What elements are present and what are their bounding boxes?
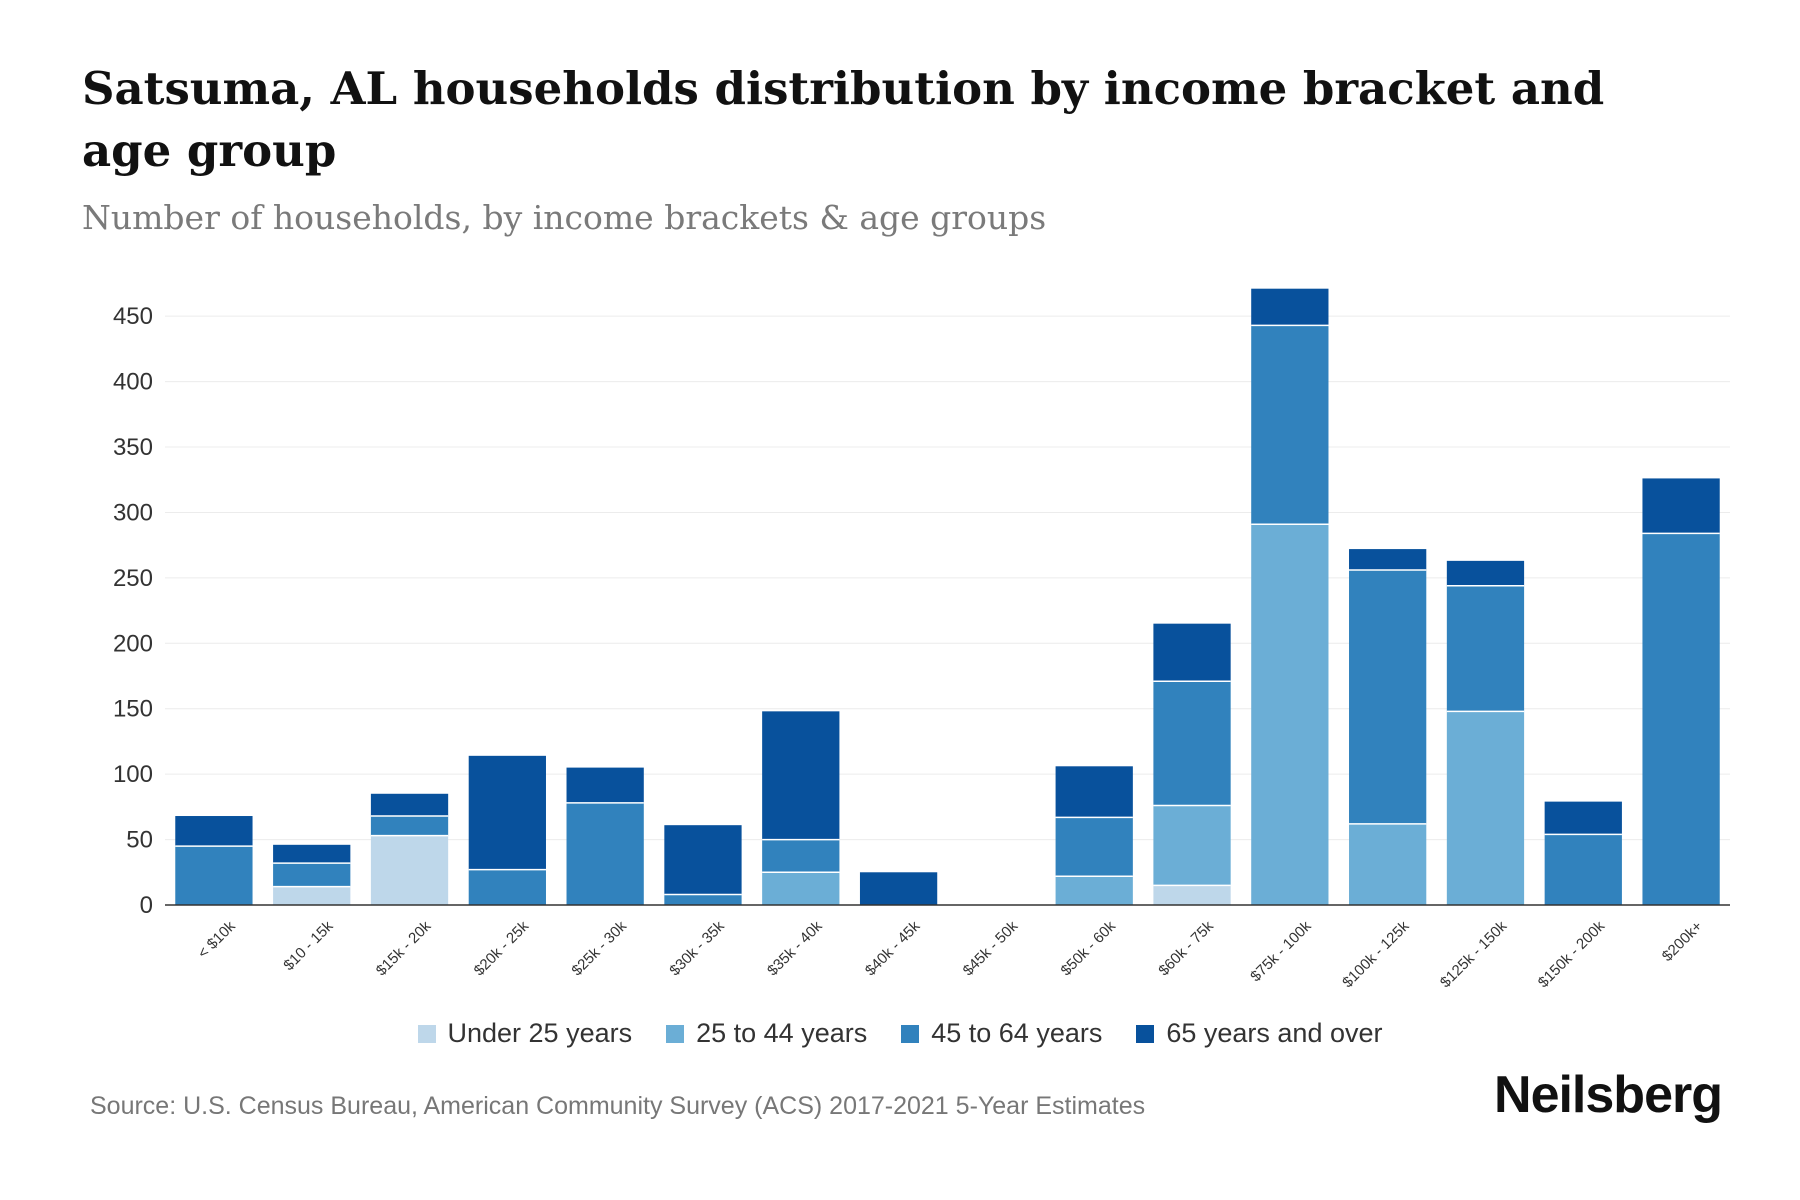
bar-segment [1544, 801, 1622, 835]
chart-title: Satsuma, AL households distribution by i… [82, 62, 1605, 177]
x-tick-label: $125k - 150k [1437, 917, 1511, 991]
legend-swatch [417, 1024, 436, 1043]
bar-segment [1153, 623, 1231, 682]
bar-segment [1446, 560, 1525, 586]
bar-segment [175, 846, 253, 905]
bar-segment [566, 767, 644, 803]
legend-item: Under 25 years [417, 1018, 633, 1049]
brand-logo: Neilsberg [1494, 1066, 1723, 1124]
chart-subtitle: Number of households, by income brackets… [82, 198, 1047, 237]
x-tick-label: $40k - 45k [862, 917, 924, 979]
bar-segment [370, 816, 449, 836]
x-tick-label: $200k+ [1659, 918, 1706, 965]
bar-segment [566, 802, 644, 905]
y-tick-label: 350 [113, 434, 153, 461]
bar-segment [370, 835, 449, 905]
bar-segment [664, 894, 742, 905]
bar-segment [1446, 585, 1525, 712]
legend-swatch [666, 1024, 685, 1043]
x-tick-label: $30k - 35k [666, 917, 728, 979]
bar-segment [273, 863, 351, 887]
legend-label: 25 to 44 years [696, 1018, 868, 1048]
bar-segment [762, 711, 840, 840]
y-tick-label: 100 [113, 761, 153, 788]
bar-segment [1153, 885, 1231, 905]
bar-segment [1349, 549, 1427, 571]
bar-segment [175, 816, 253, 847]
source-note: Source: U.S. Census Bureau, American Com… [90, 1092, 1146, 1120]
x-tick-label: < $10k [195, 917, 240, 962]
y-tick-label: 400 [113, 369, 153, 396]
bar-segment [1251, 288, 1329, 326]
bar-segment [664, 825, 742, 895]
bar-series [175, 288, 1720, 905]
x-tick-label: $75k - 100k [1247, 917, 1315, 985]
legend-item: 45 to 64 years [901, 1018, 1102, 1049]
bar-segment [1642, 533, 1720, 905]
legend-item: 65 years and over [1136, 1018, 1383, 1049]
bar-segment [1251, 524, 1329, 905]
bar-segment [1349, 570, 1427, 824]
bar-segment [762, 872, 840, 905]
bar-segment [1446, 711, 1525, 905]
bar-segment [370, 793, 449, 817]
x-tick-label: $35k - 40k [764, 917, 826, 979]
legend-label: Under 25 years [447, 1018, 633, 1048]
y-tick-label: 50 [126, 827, 153, 854]
legend-swatch [1136, 1024, 1155, 1043]
bar-segment [1055, 876, 1133, 905]
bar-segment [1251, 325, 1329, 525]
bar-segment [273, 886, 351, 905]
y-tick-label: 450 [113, 303, 153, 330]
legend-item: 25 to 44 years [666, 1018, 867, 1049]
x-tick-label: $50k - 60k [1057, 917, 1119, 979]
x-tick-label: $45k - 50k [960, 917, 1022, 979]
y-tick-label: 200 [113, 630, 153, 657]
bar-segment [1055, 817, 1133, 877]
bar-segment [1153, 805, 1231, 886]
x-tick-label: $20k - 25k [471, 917, 533, 979]
y-tick-label: 300 [113, 499, 153, 526]
bar-segment [1055, 766, 1133, 818]
bar-segment [468, 755, 546, 870]
bar-segment [762, 839, 840, 873]
x-tick-label: $60k - 75k [1155, 917, 1217, 979]
y-tick-label: 0 [140, 892, 153, 919]
y-tick-label: 250 [113, 565, 153, 592]
bar-segment [468, 869, 546, 905]
bar-segment [859, 872, 938, 905]
x-tick-label: $10 - 15k [280, 917, 337, 974]
chart-plot-area: 0 50 100 150 200 250 300 350 400 450 < $10k $10 - 1… [113, 288, 1730, 991]
bar-segment [1642, 478, 1720, 534]
x-tick-label: $15k - 20k [373, 917, 435, 979]
bar-segment [1349, 823, 1427, 905]
bar-segment [273, 844, 351, 864]
legend: Under 25 years 25 to 44 years 45 to 64 yea… [0, 1018, 1800, 1049]
legend-swatch [901, 1024, 920, 1043]
bar-segment [1153, 681, 1231, 806]
x-tick-label: $25k - 30k [568, 917, 630, 979]
y-tick-label: 150 [113, 696, 153, 723]
x-tick-label: $100k - 125k [1339, 917, 1413, 991]
x-tick-label: $150k - 200k [1535, 917, 1609, 991]
legend-label: 65 years and over [1166, 1018, 1383, 1048]
bar-segment [1544, 834, 1622, 905]
legend-label: 45 to 64 years [931, 1018, 1103, 1048]
